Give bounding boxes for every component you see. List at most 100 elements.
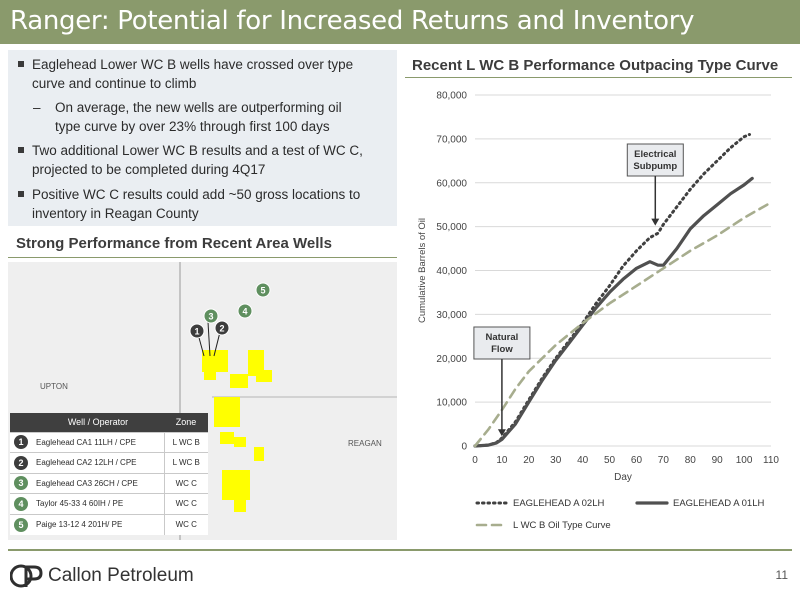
x-tick-label: 80 (685, 455, 697, 466)
table-cell-num: 1 (10, 431, 32, 453)
leader-3 (207, 321, 211, 357)
y-tick-label: 0 (461, 442, 467, 453)
table-cell-num: 2 (10, 452, 32, 473)
sub-bullet-1-line2: type curve by over 23% through first 100… (55, 119, 330, 134)
callon-logo-icon (10, 564, 43, 588)
annotation-arrowhead (497, 429, 506, 437)
x-tick-label: 0 (472, 455, 478, 466)
bullet-2: Two additional Lower WC B results and a … (18, 141, 393, 179)
leader-2 (213, 331, 221, 357)
y-tick-label: 20,000 (436, 354, 467, 365)
marker-2 (214, 320, 230, 336)
table-row: 1 Eaglehead CA1 11LH / CPE L WC B (10, 431, 208, 453)
x-tick-label: 40 (577, 455, 589, 466)
acreage-blocks (202, 350, 272, 512)
acreage-block (220, 432, 234, 444)
legend-label-2: EAGLEHEAD A 01LH (673, 498, 764, 509)
annotation-text: Natural (486, 332, 519, 343)
table-row: 5 Paige 13-12 4 201H/ PE WC C (10, 513, 208, 535)
table-cell-well: Paige 13-12 4 201H/ PE (32, 513, 164, 535)
acreage-block (204, 370, 216, 380)
bullet-3-line1: Positive WC C results could add ~50 gros… (32, 187, 361, 202)
map-section-title: Strong Performance from Recent Area Well… (16, 235, 332, 252)
chart-title-rule (405, 77, 792, 78)
slide-title: Ranger: Potential for Increased Returns … (10, 6, 695, 36)
acreage-block (230, 374, 248, 388)
bullet-1-line2: curve and continue to climb (32, 76, 197, 91)
row-marker-4: 4 (14, 496, 28, 511)
bullet-marker (18, 147, 24, 153)
table-cell-well: Taylor 45-33 4 60IH / PE (32, 493, 164, 514)
bullet-2-line2: projected to be completed during 4Q17 (32, 162, 266, 177)
bullet-marker (18, 61, 24, 67)
bullet-2-line1: Two additional Lower WC B results and a … (32, 143, 363, 158)
annotation-text: Flow (491, 344, 513, 355)
marker-5 (255, 282, 271, 298)
table-cell-num: 5 (10, 513, 32, 535)
annotation-text: Subpump (633, 161, 677, 172)
row-marker-1: 1 (14, 435, 28, 450)
bullet-3: Positive WC C results could add ~50 gros… (18, 185, 393, 223)
table-header-num (10, 413, 32, 432)
annotation-text: Electrical (634, 149, 676, 160)
y-tick-label: 10,000 (436, 398, 467, 409)
x-tick-label: 60 (631, 455, 643, 466)
acreage-block (222, 470, 250, 500)
table-cell-num: 4 (10, 493, 32, 514)
annotation-box-1 (626, 143, 684, 177)
table-cell-well: Eaglehead CA3 26CH / CPE (32, 472, 164, 494)
x-tick-label: 110 (763, 455, 779, 466)
sub-bullet-1: – On average, the new wells are outperfo… (33, 98, 393, 136)
y-axis-title: Cumulative Barrels of Oil (417, 218, 428, 323)
chart-title: Recent L WC B Performance Outpacing Type… (412, 57, 779, 74)
x-axis-title: Day (614, 472, 632, 483)
series-line-2 (473, 176, 754, 448)
footer-rule (8, 549, 792, 551)
table-header-well: Well / Operator (32, 413, 164, 432)
x-tick-label: 90 (712, 455, 724, 466)
y-tick-label: 70,000 (436, 134, 467, 145)
dash-marker: – (33, 100, 41, 115)
table-row: 2 Eaglehead CA2 12LH / CPE L WC B (10, 452, 208, 473)
bullet-1-line1: Eaglehead Lower WC B wells have crossed … (32, 57, 354, 72)
x-tick-label: 50 (604, 455, 616, 466)
annotation-box-2 (473, 326, 531, 360)
marker-1 (189, 323, 205, 339)
map-graphic: 1 2 3 4 5 UPTON REAGAN (40, 262, 397, 540)
x-tick-label: 20 (523, 455, 535, 466)
chart: 0 10,000 20,000 30,000 40,000 50,000 60,000 70,… (417, 91, 779, 532)
table-cell-well: Eaglehead CA2 12LH / CPE (32, 452, 164, 473)
bullet-marker (18, 191, 24, 197)
marker-3 (203, 308, 219, 324)
acreage-block (256, 370, 272, 382)
well-markers: 1 2 3 4 5 (189, 282, 271, 339)
marker-4-label: 4 (242, 307, 247, 317)
table-header-row: Well / Operator Zone (10, 413, 208, 432)
table-cell-zone: L WC B (163, 452, 208, 473)
series-line-3 (473, 201, 773, 448)
marker-5-label: 5 (260, 286, 265, 296)
table-cell-num: 3 (10, 472, 32, 494)
well-table: Well / Operator Zone 1 Eaglehead CA1 11L… (10, 413, 208, 535)
company-name: Callon Petroleum (48, 565, 194, 586)
y-tick-label: 60,000 (436, 178, 467, 189)
x-tick-label: 100 (736, 455, 753, 466)
annotation-arrowhead (651, 218, 660, 226)
acreage-block (254, 447, 264, 461)
bullet-3-line2: inventory in Reagan County (32, 206, 199, 221)
bullet-box: Eaglehead Lower WC B wells have crossed … (8, 50, 397, 226)
page-number: 11 (775, 568, 788, 582)
table-cell-zone: WC C (163, 472, 208, 494)
row-marker-2: 2 (14, 455, 28, 470)
row-marker-3: 3 (14, 476, 28, 491)
x-tick-label: 30 (550, 455, 562, 466)
map-title-rule (8, 257, 397, 258)
marker-1-label: 1 (194, 327, 199, 337)
legend-label-1: EAGLEHEAD A 02LH (513, 498, 604, 509)
acreage-block (248, 350, 264, 376)
table-cell-zone: WC C (163, 493, 208, 514)
x-tick-label: 10 (496, 455, 508, 466)
sub-bullet-1-line1: On average, the new wells are outperform… (55, 100, 342, 115)
table-cell-zone: L WC B (163, 431, 208, 453)
marker-3-label: 3 (208, 312, 213, 322)
